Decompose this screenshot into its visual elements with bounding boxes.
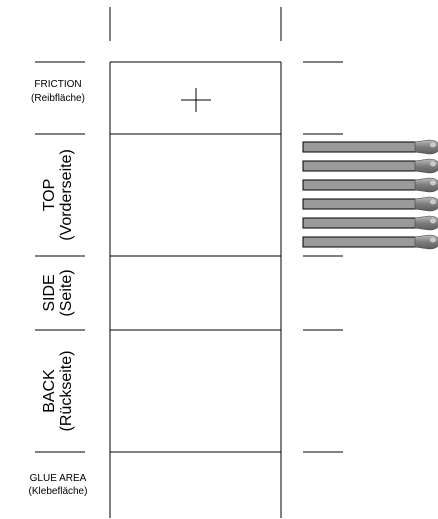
match xyxy=(302,234,438,250)
match xyxy=(302,139,438,155)
right-tick-marks xyxy=(303,61,343,453)
back-label-subtitle: (Rückseite) xyxy=(58,351,75,432)
match xyxy=(302,215,438,231)
back-label: BACK (Rückseite) xyxy=(41,351,75,432)
match-head-highlight xyxy=(430,199,436,205)
match-stick xyxy=(302,198,418,210)
friction-label-subtitle: (Reibfläche) xyxy=(31,93,85,104)
match xyxy=(302,177,438,193)
match-head-highlight xyxy=(430,161,436,167)
glue-area-label: GLUE AREA (Klebefläche) xyxy=(29,473,88,497)
top-label: TOP (Vorderseite) xyxy=(41,149,75,241)
match-head-highlight xyxy=(430,218,436,224)
match-stick xyxy=(302,217,418,229)
match-stick xyxy=(302,179,418,191)
match-head-highlight xyxy=(430,180,436,186)
match-stick xyxy=(302,141,418,153)
friction-label: FRICTION (Reibfläche) xyxy=(31,79,85,104)
side-label: SIDE (Seite) xyxy=(41,269,75,316)
glue-area-label-title: GLUE AREA xyxy=(30,473,87,484)
match-stick xyxy=(302,236,418,248)
matches-group xyxy=(302,139,438,250)
left-tick-marks xyxy=(35,61,85,453)
template-box xyxy=(109,61,282,518)
glue-area-label-subtitle: (Klebefläche) xyxy=(29,486,88,497)
match xyxy=(302,196,438,212)
friction-label-title: FRICTION xyxy=(34,79,81,90)
top-label-title: TOP xyxy=(41,179,58,212)
back-label-title: BACK xyxy=(41,369,58,413)
match xyxy=(302,158,438,174)
top-label-subtitle: (Vorderseite) xyxy=(58,149,75,241)
match-head-highlight xyxy=(430,142,436,148)
match-head-highlight xyxy=(430,237,436,243)
side-label-title: SIDE xyxy=(41,274,58,311)
match-stick xyxy=(302,160,418,172)
crosshair-icon xyxy=(181,88,211,112)
side-label-subtitle: (Seite) xyxy=(58,269,75,316)
